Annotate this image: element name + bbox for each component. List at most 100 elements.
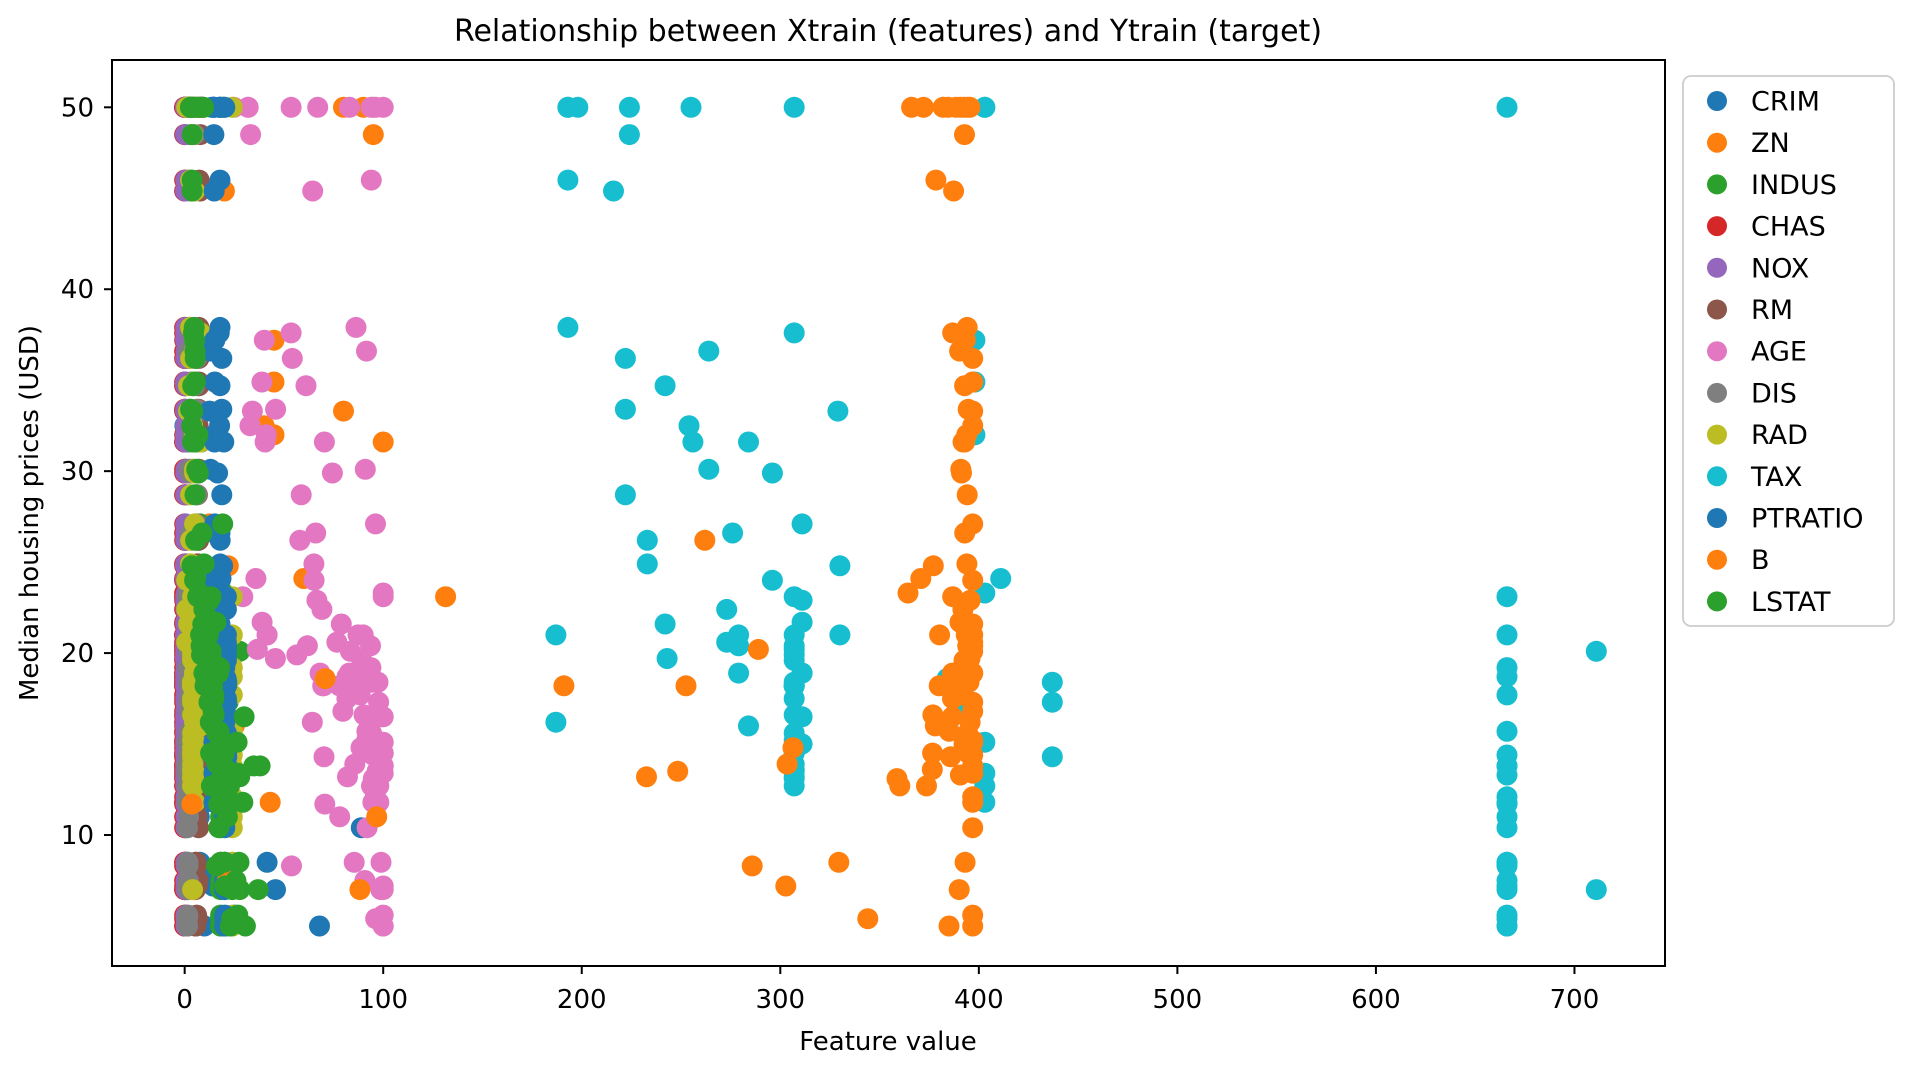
data-point: [922, 742, 944, 764]
data-point: [329, 806, 351, 828]
data-point: [959, 711, 981, 733]
data-point: [313, 431, 335, 453]
legend-label: NOX: [1751, 253, 1809, 284]
data-point: [184, 762, 206, 784]
data-point: [186, 458, 208, 480]
data-point: [962, 762, 984, 784]
data-point: [614, 484, 636, 506]
data-point: [990, 568, 1012, 589]
data-point: [603, 180, 624, 202]
data-point: [199, 711, 221, 733]
legend-entry-lstat: LSTAT: [1707, 587, 1831, 618]
legend-label: AGE: [1751, 337, 1807, 368]
data-point: [372, 431, 394, 453]
data-point: [203, 124, 225, 146]
data-point: [614, 398, 636, 420]
data-point: [191, 624, 213, 646]
data-point: [694, 529, 716, 551]
data-point: [314, 793, 336, 815]
legend-marker-icon: [1707, 174, 1727, 195]
legend-label: CRIM: [1751, 87, 1820, 118]
data-point: [557, 96, 579, 118]
data-point: [212, 513, 234, 535]
data-point: [698, 340, 720, 362]
data-point: [225, 870, 247, 891]
y-tick-label: 20: [61, 639, 94, 669]
chart-title: Relationship between Xtrain (features) a…: [454, 14, 1322, 49]
data-point: [1041, 746, 1063, 768]
data-point: [290, 484, 312, 506]
x-axis-label: Feature value: [799, 1027, 977, 1057]
x-tick-label: 300: [755, 985, 805, 1015]
x-tick-label: 600: [1351, 985, 1401, 1015]
data-point: [545, 711, 567, 733]
data-point: [313, 746, 335, 768]
data-point: [365, 908, 387, 930]
data-point: [184, 329, 206, 351]
legend-marker-icon: [1707, 257, 1727, 278]
data-point: [954, 329, 976, 351]
data-point: [1496, 791, 1518, 813]
data-point: [372, 582, 394, 604]
legend: CRIM ZN INDUS CHAS NOX RM AGE DIS RAD TAX PTRATIO B…: [1682, 75, 1895, 627]
data-point: [265, 398, 287, 420]
data-point: [226, 731, 248, 753]
data-point: [962, 691, 984, 713]
data-point: [738, 431, 759, 453]
data-point: [301, 711, 323, 733]
data-point: [180, 96, 202, 118]
data-point: [360, 169, 382, 191]
data-point: [928, 675, 950, 697]
legend-entry-ptratio: PTRATIO: [1707, 504, 1864, 535]
data-point: [916, 775, 937, 797]
data-point: [280, 322, 302, 344]
data-point: [256, 624, 278, 646]
data-point: [952, 598, 974, 620]
legend-label: DIS: [1751, 378, 1797, 409]
data-point: [280, 96, 302, 118]
data-point: [925, 169, 947, 191]
data-point: [962, 791, 984, 813]
data-point: [181, 124, 203, 146]
data-point: [545, 624, 567, 646]
data-point: [339, 96, 360, 118]
data-point: [962, 569, 984, 591]
data-point: [1496, 586, 1518, 608]
data-point: [636, 766, 657, 788]
data-point: [185, 529, 207, 551]
data-point: [761, 462, 783, 484]
data-point: [209, 744, 231, 766]
data-point: [281, 855, 302, 877]
data-point: [345, 316, 367, 338]
data-point: [716, 598, 738, 620]
data-point: [962, 817, 984, 839]
y-axis-label: Median housing prices (USD): [15, 325, 45, 701]
data-point: [253, 329, 275, 351]
data-point: [741, 855, 763, 877]
data-point: [829, 555, 851, 577]
y-tick-label: 10: [61, 821, 94, 851]
data-point: [956, 484, 978, 506]
data-point: [783, 649, 805, 671]
data-point: [198, 675, 220, 697]
data-point: [738, 715, 759, 737]
legend-entry-indus: INDUS: [1707, 170, 1837, 201]
legend-entry-chas: CHAS: [1707, 212, 1826, 243]
data-point: [247, 879, 269, 901]
data-point: [1496, 624, 1518, 646]
data-point: [938, 720, 960, 742]
data-point: [1496, 908, 1518, 930]
x-axis: 0 100 200 300 400 500 600 700: [176, 966, 1599, 1015]
data-point: [667, 760, 689, 782]
data-point: [553, 675, 575, 697]
data-point: [256, 851, 278, 873]
data-point: [680, 96, 702, 118]
data-point: [302, 180, 324, 202]
data-point: [1496, 96, 1518, 118]
data-point: [211, 484, 233, 506]
data-point: [181, 793, 203, 815]
legend-marker-icon: [1707, 508, 1727, 528]
data-point: [337, 766, 358, 788]
